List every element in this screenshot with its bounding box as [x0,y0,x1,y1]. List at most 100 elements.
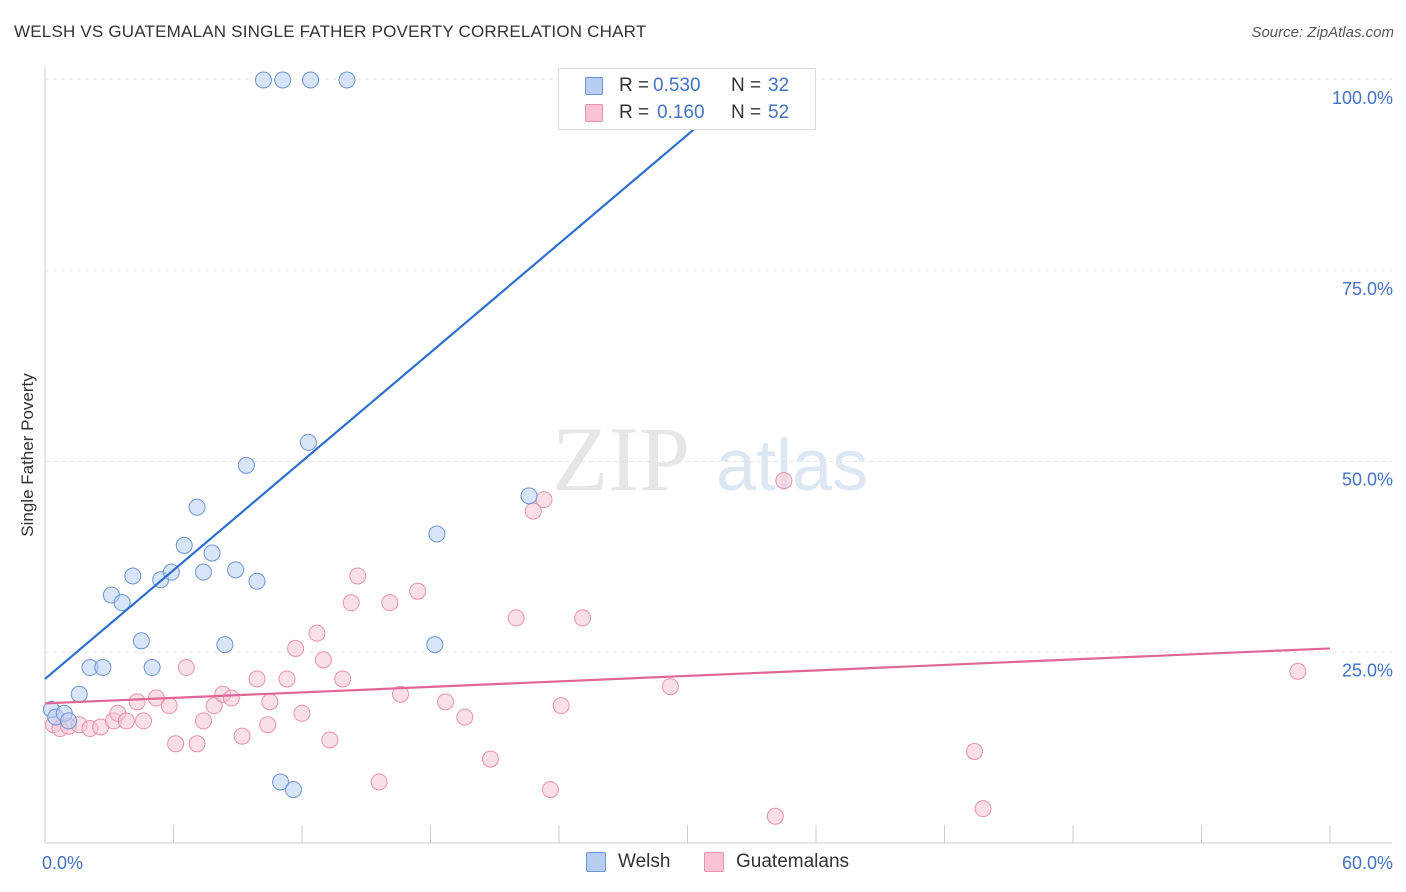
welsh-point-13 [175,536,193,554]
welsh-points [42,71,538,799]
welsh-r-value: 0.530 [653,75,701,96]
guatemalans-swatch [585,104,603,122]
guatemalans-legend-swatch [704,852,724,872]
guatemalans-point-23 [261,693,279,711]
correlation-legend: R = 0.530 N = 32 R = 0.160 N = 52 [558,68,816,130]
guatemalans-point-12 [160,697,178,715]
guatemalans-point-34 [381,594,399,612]
welsh-n-label: N = [731,75,762,96]
guatemalans-point-36 [409,582,427,600]
watermark-zip: ZIP [552,408,690,510]
guatemalans-point-47 [766,807,784,825]
welsh-point-9 [132,632,150,650]
guatemalans-point-31 [342,594,360,612]
guatemalans-point-33 [370,773,388,791]
guatemalans-point-29 [321,731,339,749]
guatemalans-point-25 [287,639,305,657]
welsh-point-26 [272,773,290,791]
guatemalans-point-19 [222,689,240,707]
welsh-point-28 [428,525,446,543]
guatemalans-trend-line [44,647,1331,705]
guatemalans-point-42 [535,491,553,509]
legend-item-guatemalans[interactable]: Guatemalans [704,851,849,873]
guatemalans-point-45 [574,609,592,627]
welsh-point-21 [254,71,272,89]
watermark-atlas: atlas [716,426,868,506]
guatemalans-point-24 [278,670,296,688]
welsh-legend-label: Welsh [618,851,671,872]
welsh-point-10 [143,659,161,677]
welsh-point-27 [284,781,302,799]
welsh-point-20 [248,572,266,590]
welsh-point-3 [70,685,88,703]
guatemalans-point-8 [117,712,135,730]
guatemalans-point-49 [965,742,983,760]
guatemalans-point-26 [293,704,311,722]
guatemalans-point-10 [135,712,153,730]
guatemalans-point-40 [507,609,525,627]
welsh-point-18 [227,561,245,579]
welsh-point-24 [338,71,356,89]
welsh-point-14 [188,498,206,516]
guatemalans-legend-label: Guatemalans [736,851,850,872]
welsh-swatch [585,77,603,95]
guatemalans-r-value: 0.160 [657,102,705,123]
y-tick-label-2: 75.0% [1342,279,1393,299]
x-tick-label-1: 60.0% [1342,853,1393,873]
guatemalans-point-44 [552,697,570,715]
welsh-trend-line [44,124,699,680]
guatemalans-point-28 [314,651,332,669]
trend-lines [44,124,1331,705]
guatemalans-points [45,472,1307,825]
guatemalans-point-13 [167,735,185,753]
welsh-n-value: 32 [768,75,790,96]
guatemalans-point-22 [259,716,277,734]
guatemalans-point-48 [775,472,793,490]
guatemalans-point-30 [334,670,352,688]
welsh-point-15 [194,563,212,581]
guatemalans-point-32 [349,567,367,585]
guatemalans-point-9 [128,693,146,711]
y-tick-label-0: 25.0% [1342,660,1393,680]
guatemalans-point-20 [233,727,251,745]
welsh-point-29 [426,636,444,654]
chart-title: WELSH VS GUATEMALAN SINGLE FATHER POVERT… [14,22,647,41]
x-tick-labels: 0.0% 60.0% [42,853,1393,873]
guatemalans-n-value: 52 [768,102,790,123]
series-legend: Welsh Guatemalans [0,851,1406,877]
guatemalans-point-43 [541,781,559,799]
guatemalans-r-label: R = [619,102,650,123]
guatemalans-point-51 [1289,662,1307,680]
legend-item-welsh[interactable]: Welsh [586,851,670,873]
guatemalans-point-17 [205,697,223,715]
guatemalans-point-15 [188,735,206,753]
y-tick-label-1: 50.0% [1342,470,1393,490]
guatemalans-point-39 [481,750,499,768]
source-label: Source: ZipAtlas.com [1251,24,1394,41]
guatemalans-point-14 [177,659,195,677]
welsh-point-19 [237,456,255,474]
guatemalans-point-27 [308,624,326,642]
welsh-point-23 [302,71,320,89]
guatemalans-point-46 [661,678,679,696]
guatemalans-point-21 [248,670,266,688]
welsh-point-25 [299,433,317,451]
welsh-point-30 [520,487,538,505]
y-tick-label-3: 100.0% [1332,88,1393,108]
guatemalans-point-16 [194,712,212,730]
welsh-point-5 [94,659,112,677]
welsh-point-22 [274,71,292,89]
guatemalans-point-50 [974,800,992,818]
guatemalans-n-label: N = [731,102,762,123]
welsh-r-label: R = [619,75,650,96]
guatemalans-point-35 [392,685,410,703]
grid-lines [45,78,1392,653]
welsh-point-7 [113,594,131,612]
guatemalans-point-37 [436,693,454,711]
x-tick-label-0: 0.0% [42,853,83,873]
welsh-point-16 [203,544,221,562]
welsh-point-8 [124,567,142,585]
guatemalans-point-38 [456,708,474,726]
watermark: ZIP atlas [552,408,868,510]
